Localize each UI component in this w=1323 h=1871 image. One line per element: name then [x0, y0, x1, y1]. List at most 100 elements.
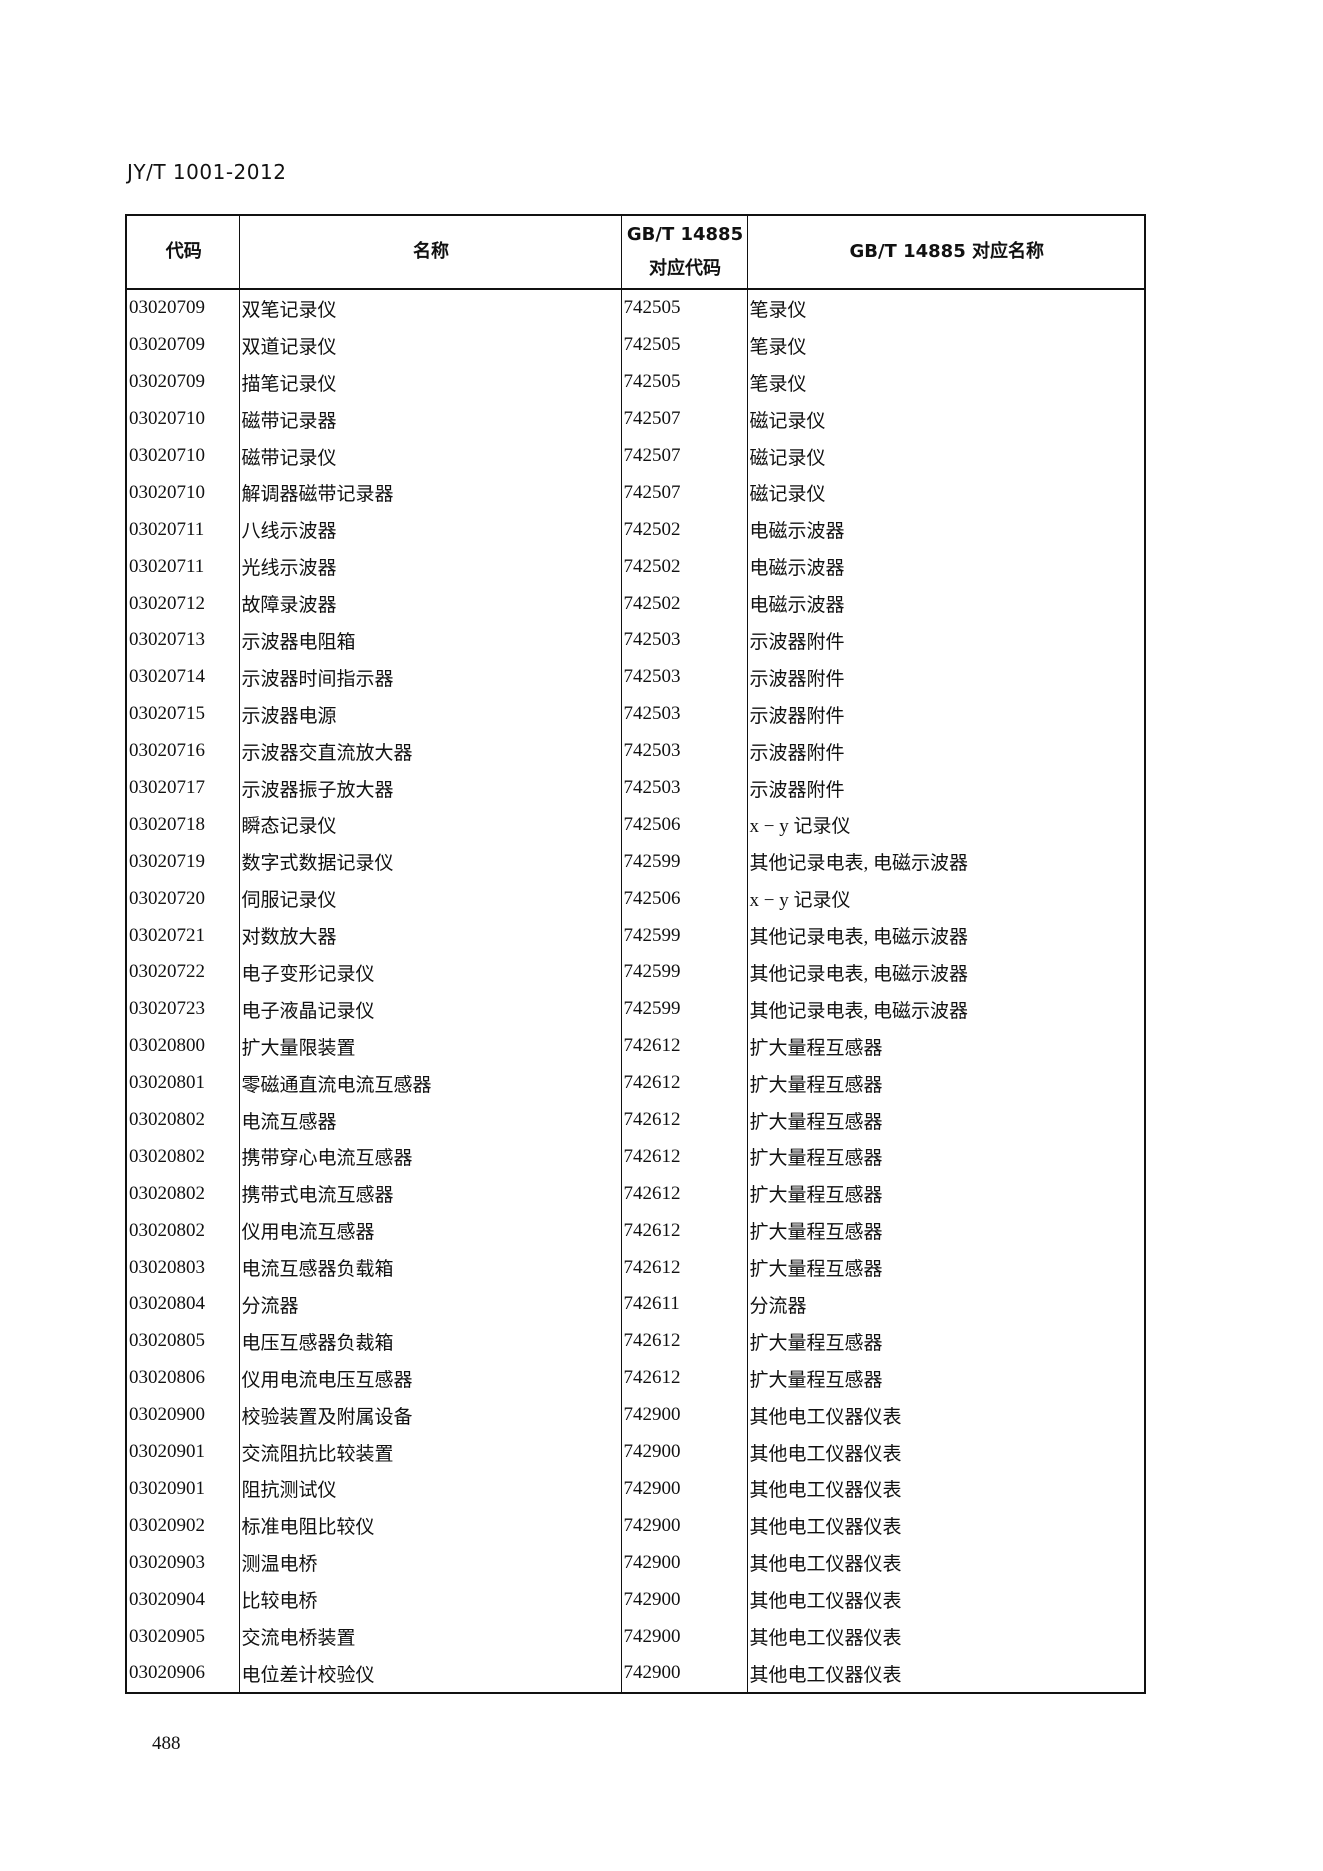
header-gb-code-line1: GB/T 14885 [626, 224, 744, 245]
table-row: 03020713 示波器电阻箱 742503 示波器附件 [125, 622, 1146, 659]
table-row: 03020711 八线示波器 742502 电磁示波器 [125, 511, 1146, 549]
table-row: 03020900 校验装置及附属设备 742900 其他电工仪器仪表 [125, 1396, 1146, 1434]
cell-gb-name: x − y 记录仪 [746, 880, 1146, 918]
cell-code: 03020803 [125, 1249, 240, 1287]
cell-name: 仪用电流电压互感器 [238, 1359, 622, 1397]
cell-gb-name: 示波器附件 [746, 658, 1146, 696]
table-row: 03020715 示波器电源 742503 示波器附件 [125, 695, 1146, 733]
cell-code: 03020906 [125, 1654, 240, 1693]
table-row: 03020803 电流互感器负载箱 742612 扩大量程互感器 [125, 1249, 1146, 1287]
cell-gb-name: 扩大量程互感器 [746, 1027, 1146, 1065]
cell-gb-code: 742900 [620, 1618, 748, 1655]
cell-gb-name: 其他记录电表, 电磁示波器 [746, 954, 1146, 991]
cell-name: 阻抗测试仪 [238, 1470, 622, 1508]
cell-gb-name: x − y 记录仪 [746, 806, 1146, 844]
cell-gb-name: 扩大量程互感器 [746, 1249, 1146, 1287]
table-row: 03020721 对数放大器 742599 其他记录电表, 电磁示波器 [125, 917, 1146, 955]
cell-name: 双道记录仪 [238, 326, 622, 364]
cell-code: 03020710 [125, 437, 240, 475]
table-row: 03020710 磁带记录仪 742507 磁记录仪 [125, 437, 1146, 475]
cell-name: 电流互感器 [238, 1101, 622, 1139]
cell-gb-name: 磁记录仪 [746, 437, 1146, 475]
cell-code: 03020903 [125, 1544, 240, 1582]
cell-name: 示波器电阻箱 [238, 622, 622, 659]
cell-gb-code: 742612 [620, 1359, 748, 1397]
cell-code: 03020802 [125, 1175, 240, 1213]
cell-code: 03020715 [125, 695, 240, 733]
cell-code: 03020720 [125, 880, 240, 918]
cell-code: 03020802 [125, 1101, 240, 1139]
cell-code: 03020722 [125, 954, 240, 991]
cell-name: 扩大量限装置 [238, 1027, 622, 1065]
cell-gb-name: 其他电工仪器仪表 [746, 1544, 1146, 1582]
table-row: 03020801 零磁通直流电流互感器 742612 扩大量程互感器 [125, 1064, 1146, 1102]
cell-gb-name: 示波器附件 [746, 769, 1146, 807]
cell-gb-code: 742612 [620, 1064, 748, 1102]
cell-gb-code: 742900 [620, 1507, 748, 1545]
cell-gb-name: 其他电工仪器仪表 [746, 1396, 1146, 1434]
cell-gb-code: 742900 [620, 1654, 748, 1693]
page-number: 488 [152, 1733, 181, 1754]
cell-gb-name: 磁记录仪 [746, 474, 1146, 512]
cell-name: 校验装置及附属设备 [238, 1396, 622, 1434]
cell-name: 描笔记录仪 [238, 363, 622, 401]
cell-code: 03020802 [125, 1212, 240, 1250]
cell-gb-code: 742611 [620, 1286, 748, 1323]
cell-name: 对数放大器 [238, 917, 622, 955]
cell-name: 磁带记录仪 [238, 437, 622, 475]
table-row: 03020903 测温电桥 742900 其他电工仪器仪表 [125, 1544, 1146, 1582]
cell-gb-name: 扩大量程互感器 [746, 1359, 1146, 1397]
cell-name: 标准电阻比较仪 [238, 1507, 622, 1545]
cell-gb-code: 742612 [620, 1101, 748, 1139]
cell-code: 03020709 [125, 326, 240, 364]
cell-name: 分流器 [238, 1286, 622, 1323]
table-row: 03020722 电子变形记录仪 742599 其他记录电表, 电磁示波器 [125, 954, 1146, 991]
cell-gb-code: 742612 [620, 1175, 748, 1213]
cell-gb-code: 742599 [620, 917, 748, 955]
cell-code: 03020902 [125, 1507, 240, 1545]
cell-name: 故障录波器 [238, 585, 622, 623]
cell-gb-name: 其他电工仪器仪表 [746, 1433, 1146, 1471]
cell-code: 03020901 [125, 1433, 240, 1471]
cell-gb-code: 742599 [620, 990, 748, 1028]
cell-code: 03020900 [125, 1396, 240, 1434]
cell-name: 解调器磁带记录器 [238, 474, 622, 512]
cell-name: 电子变形记录仪 [238, 954, 622, 991]
cell-gb-name: 分流器 [746, 1286, 1146, 1323]
header-gb-code: GB/T 14885 对应代码 [620, 215, 748, 290]
cell-code: 03020709 [125, 363, 240, 401]
cell-gb-code: 742506 [620, 806, 748, 844]
cell-gb-code: 742502 [620, 548, 748, 586]
cell-gb-name: 笔录仪 [746, 326, 1146, 364]
cell-gb-name: 扩大量程互感器 [746, 1212, 1146, 1250]
cell-name: 双笔记录仪 [238, 289, 622, 327]
cell-gb-code: 742502 [620, 511, 748, 549]
table-row: 03020720 伺服记录仪 742506 x − y 记录仪 [125, 880, 1146, 918]
table-row: 03020712 故障录波器 742502 电磁示波器 [125, 585, 1146, 623]
table-row: 03020906 电位差计校验仪 742900 其他电工仪器仪表 [125, 1654, 1146, 1693]
table-row: 03020711 光线示波器 742502 电磁示波器 [125, 548, 1146, 586]
cell-code: 03020710 [125, 400, 240, 438]
code-table: 代码 名称 GB/T 14885 对应代码 GB/T 14885 对应名称 030… [125, 214, 1146, 1694]
cell-gb-code: 742900 [620, 1581, 748, 1619]
cell-gb-code: 742900 [620, 1396, 748, 1434]
table-row: 03020901 阻抗测试仪 742900 其他电工仪器仪表 [125, 1470, 1146, 1508]
header-gb-code-line2: 对应代码 [649, 258, 721, 279]
cell-gb-name: 扩大量程互感器 [746, 1175, 1146, 1213]
cell-name: 仪用电流互感器 [238, 1212, 622, 1250]
table-row: 03020901 交流阻抗比较装置 742900 其他电工仪器仪表 [125, 1433, 1146, 1471]
cell-gb-code: 742599 [620, 843, 748, 881]
cell-gb-code: 742506 [620, 880, 748, 918]
cell-code: 03020800 [125, 1027, 240, 1065]
table-row: 03020902 标准电阻比较仪 742900 其他电工仪器仪表 [125, 1507, 1146, 1545]
table-row: 03020905 交流电桥装置 742900 其他电工仪器仪表 [125, 1618, 1146, 1655]
header-code: 代码 [125, 215, 240, 290]
cell-name: 电位差计校验仪 [238, 1654, 622, 1693]
cell-gb-name: 示波器附件 [746, 622, 1146, 659]
cell-name: 数字式数据记录仪 [238, 843, 622, 881]
cell-gb-name: 其他电工仪器仪表 [746, 1654, 1146, 1693]
cell-gb-name: 电磁示波器 [746, 511, 1146, 549]
table-row: 03020804 分流器 742611 分流器 [125, 1286, 1146, 1323]
cell-name: 携带穿心电流互感器 [238, 1138, 622, 1176]
cell-gb-name: 扩大量程互感器 [746, 1101, 1146, 1139]
